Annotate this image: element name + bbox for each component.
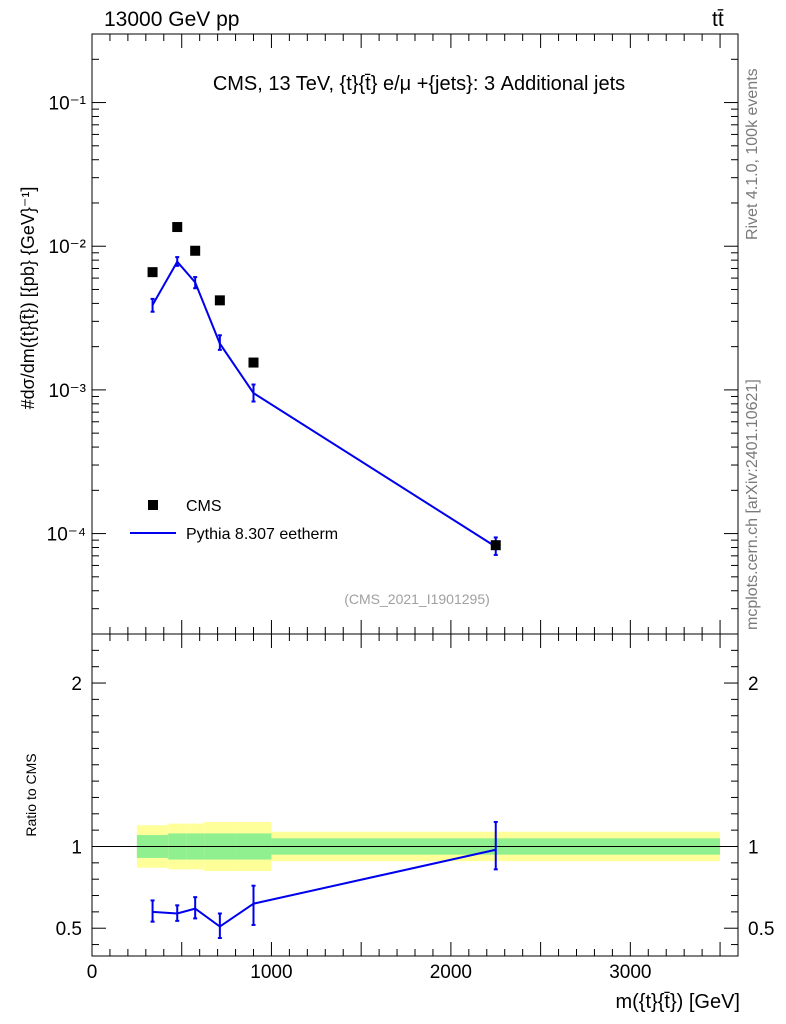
cms-data-point (172, 222, 183, 233)
cms-data-point (248, 357, 259, 368)
cms-data-point (214, 295, 225, 306)
cms-data-point (147, 267, 158, 278)
ratio-y-tick-label: 2 (71, 674, 82, 695)
ratio-y-tick-label-right: 1 (748, 837, 759, 858)
legend-label-pythia: Pythia 8.307 eetherm (186, 526, 338, 543)
main-y-axis-label: #dσ/dm({t}{t̄}) [{pb} {GeV}⁻¹] (18, 187, 38, 410)
ratio-y-tick-label-right: 2 (748, 674, 759, 695)
main-axis-ticks (91, 34, 739, 635)
x-tick-label: 3000 (609, 962, 651, 983)
legend-label-cms: CMS (186, 498, 222, 515)
ratio-y-tick-label: 0.5 (56, 919, 82, 940)
legend: CMS Pythia 8.307 eetherm (130, 498, 338, 543)
ratio-y-tick-label-right: 0.5 (748, 919, 774, 940)
ratio-y-axis-label: Ratio to CMS (23, 753, 39, 836)
ratio-series-line (152, 848, 496, 928)
x-tick-labels: 0 1000 2000 3000 (87, 962, 652, 983)
channel-label: tt̄ (712, 8, 724, 31)
x-tick-label: 1000 (250, 962, 292, 983)
main-plot-title: CMS, 13 TeV, {t}{t̄} e/μ +{jets}: 3 Addi… (213, 73, 625, 95)
x-tick-label: 0 (87, 962, 98, 983)
main-y-tick-label: 10⁻⁴ (47, 525, 86, 546)
main-y-tick-label: 10⁻² (49, 237, 87, 258)
ratio-data-marks (150, 820, 498, 940)
cms-data-point (490, 540, 501, 551)
process-label: 13000 GeV pp (104, 8, 240, 31)
x-tick-label: 2000 (430, 962, 472, 983)
pythia-series-line (151, 260, 497, 548)
legend-marker-cms (148, 500, 158, 510)
analysis-watermark: (CMS_2021_I1901295) (344, 591, 490, 607)
x-axis-label: m({t}{t̄}) [GeV] (615, 991, 740, 1013)
main-y-tick-label: 10⁻¹ (49, 94, 87, 115)
ratio-y-tick-labels: 0.5 0.5 1 1 2 2 (56, 674, 775, 940)
main-panel-frame (91, 33, 739, 635)
ratio-axis-ticks (91, 634, 739, 956)
ratio-y-tick-label: 1 (71, 837, 82, 858)
main-y-tick-label: 10⁻³ (49, 381, 87, 402)
cms-data-point (190, 245, 201, 256)
ratio-panel-frame (91, 633, 739, 957)
main-y-tick-labels: 10⁻⁴ 10⁻³ 10⁻² 10⁻¹ (47, 94, 86, 546)
main-data-marks (147, 222, 501, 556)
